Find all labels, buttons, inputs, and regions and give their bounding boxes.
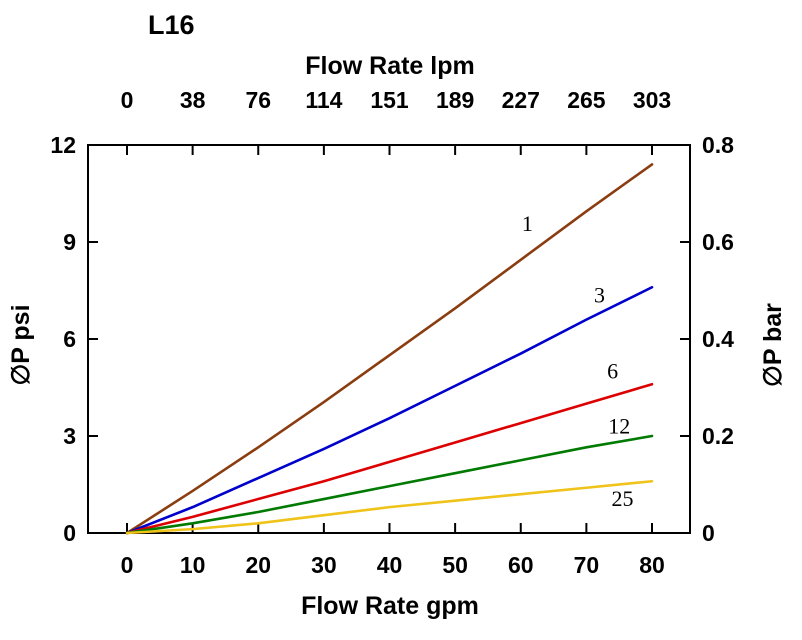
bottom-axis-title: Flow Rate gpm bbox=[301, 592, 479, 620]
bottom-tick-label: 0 bbox=[121, 552, 134, 578]
series-label-6: 6 bbox=[607, 358, 618, 383]
top-tick-label: 38 bbox=[180, 87, 206, 113]
left-tick-label: 9 bbox=[63, 229, 76, 255]
top-tick-label: 227 bbox=[502, 87, 540, 113]
top-tick-label: 0 bbox=[121, 87, 134, 113]
bottom-tick-label: 70 bbox=[574, 552, 600, 578]
right-tick-label: 0.2 bbox=[702, 423, 734, 449]
series-label-1: 1 bbox=[522, 211, 533, 236]
bottom-tick-label: 10 bbox=[180, 552, 206, 578]
right-tick-label: 0.6 bbox=[702, 229, 734, 255]
chart-title: L16 bbox=[148, 10, 195, 40]
bottom-tick-label: 80 bbox=[639, 552, 665, 578]
right-tick-label: 0 bbox=[702, 520, 715, 546]
bottom-tick-label: 30 bbox=[311, 552, 337, 578]
bottom-tick-label: 40 bbox=[377, 552, 403, 578]
top-tick-label: 76 bbox=[245, 87, 271, 113]
left-tick-label: 3 bbox=[63, 423, 76, 449]
series-line-1 bbox=[125, 163, 654, 535]
series-label-3: 3 bbox=[594, 282, 605, 307]
left-tick-label: 6 bbox=[63, 326, 76, 352]
left-tick-label: 0 bbox=[63, 520, 76, 546]
top-axis-title: Flow Rate lpm bbox=[305, 52, 475, 80]
series-line-6 bbox=[125, 382, 654, 535]
top-tick-label: 265 bbox=[567, 87, 606, 113]
series-line-3 bbox=[125, 285, 654, 535]
bottom-tick-label: 50 bbox=[442, 552, 468, 578]
top-tick-label: 114 bbox=[305, 87, 342, 113]
series-line-25 bbox=[125, 479, 654, 535]
series-line-12 bbox=[125, 434, 654, 535]
bottom-tick-label: 60 bbox=[508, 552, 534, 578]
top-tick-label: 303 bbox=[633, 87, 671, 113]
bottom-tick-label: 20 bbox=[245, 552, 271, 578]
right-tick-label: 0.4 bbox=[702, 326, 734, 352]
top-tick-label: 189 bbox=[436, 87, 474, 113]
top-tick-label: 151 bbox=[370, 87, 409, 113]
series-label-25: 25 bbox=[611, 486, 633, 511]
left-tick-label: 12 bbox=[50, 132, 76, 158]
series-label-12: 12 bbox=[608, 413, 630, 438]
right-tick-label: 0.8 bbox=[702, 132, 734, 158]
